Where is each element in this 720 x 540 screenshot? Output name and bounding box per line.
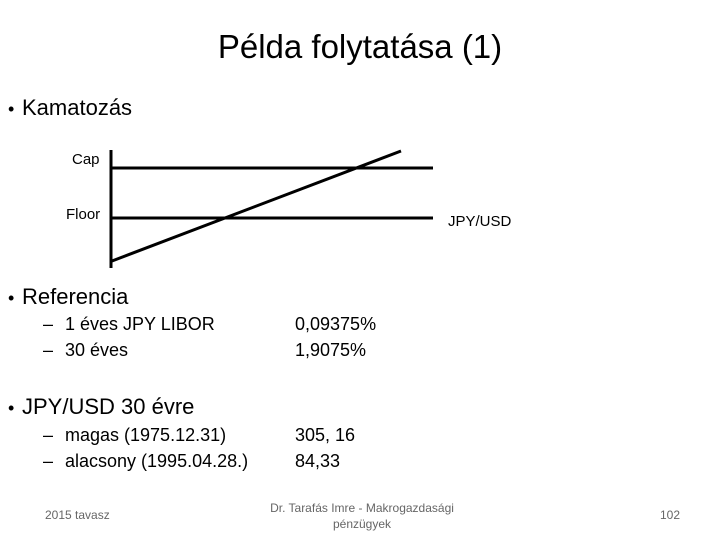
sub-value: 84,33 xyxy=(295,451,341,471)
bullet: Kamatozás xyxy=(8,95,132,121)
sub-item: 30 éves xyxy=(43,340,128,361)
page-number: 102 xyxy=(660,508,681,522)
bullet: Referencia xyxy=(8,284,128,310)
slide-title: Példa folytatása (1) xyxy=(217,28,503,65)
sub-value: 1,9075% xyxy=(295,340,367,360)
sub-item: alacsony (1995.04.28.) xyxy=(43,451,248,472)
footer-center: Dr. Tarafás Imre - Makrogazdasági pénzüg… xyxy=(270,501,454,531)
footer-left: 2015 tavasz xyxy=(45,508,110,522)
sub-value: 305, 16 xyxy=(295,425,356,445)
cap-label: Cap xyxy=(72,151,100,168)
floor-label: Floor xyxy=(66,206,101,223)
sub-item: magas (1975.12.31) xyxy=(43,425,226,446)
bullet: JPY/USD 30 évre xyxy=(8,394,194,420)
sub-value: 0,09375% xyxy=(295,314,377,334)
rate-line xyxy=(111,149,402,263)
sub-item: 1 éves JPY LIBOR xyxy=(43,314,215,335)
axis-label: JPY/USD xyxy=(448,213,512,230)
